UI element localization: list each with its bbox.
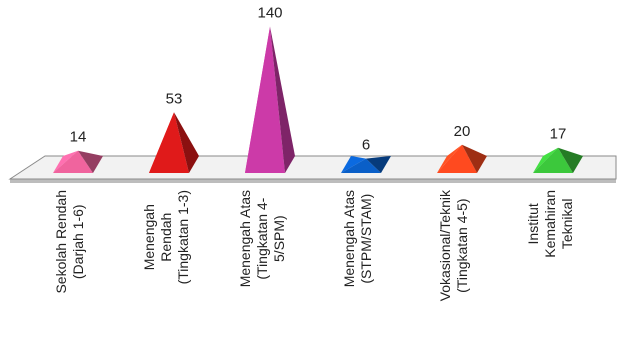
category-label-line: Menengah Atas bbox=[237, 190, 253, 287]
pyramid-front-face bbox=[437, 144, 477, 173]
pyramid-right-face bbox=[558, 147, 583, 173]
category-label-line: (Darjah 1-6) bbox=[70, 204, 86, 279]
category-label-line: Menengah bbox=[141, 204, 157, 270]
pyramid-right-face bbox=[366, 156, 391, 173]
category-label-line: (Tingkatan 4-5) bbox=[454, 198, 470, 292]
pyramid-front-face bbox=[245, 26, 285, 173]
category-label-line: Sekolah Rendah bbox=[53, 190, 69, 294]
value-label: 20 bbox=[454, 123, 471, 140]
category-labels: Sekolah Rendah(Darjah 1-6) MenengahRendah… bbox=[53, 189, 575, 301]
category-label-line: Rendah bbox=[158, 213, 174, 262]
category-label-line: 5/SPM) bbox=[271, 215, 287, 262]
pyramid-right-face bbox=[270, 26, 295, 173]
value-label: 140 bbox=[257, 5, 282, 22]
pyramid-mark bbox=[149, 112, 199, 173]
category-label-line: (Tingkatan 4- bbox=[254, 197, 270, 279]
value-label: 17 bbox=[550, 126, 567, 143]
value-label: 53 bbox=[166, 90, 183, 107]
category-label-line: Menengah Atas bbox=[341, 190, 357, 287]
pyramid-mark bbox=[533, 147, 583, 173]
category-label: InstitutKemahiranTeknikal bbox=[525, 190, 575, 258]
category-label: Sekolah Rendah(Darjah 1-6) bbox=[53, 190, 86, 294]
pyramid-series bbox=[53, 26, 583, 173]
pyramid-front-face bbox=[533, 147, 573, 173]
category-label-line: (STPM/STAM) bbox=[358, 194, 374, 284]
category-label: MenengahRendah(Tingkatan 1-3) bbox=[141, 190, 191, 284]
value-label: 14 bbox=[70, 129, 87, 146]
pyramid-right-face bbox=[174, 112, 199, 173]
pyramid-front-face bbox=[149, 112, 189, 173]
value-labels: 14 53 140 6 20 17 bbox=[70, 5, 567, 154]
pyramid-mark bbox=[341, 156, 391, 173]
category-label-line: Vokasional/Teknik bbox=[437, 189, 453, 301]
pyramid-front-face bbox=[53, 150, 93, 173]
chart-floor bbox=[8, 155, 617, 183]
pyramid-mark bbox=[245, 26, 295, 173]
value-label: 6 bbox=[362, 137, 370, 154]
pyramid-mark bbox=[437, 144, 487, 173]
pyramid-left-face bbox=[437, 144, 462, 173]
category-label-line: Institut bbox=[525, 203, 541, 244]
pyramid-left-face bbox=[53, 150, 78, 173]
pyramid-right-face bbox=[462, 144, 487, 173]
pyramid-mark bbox=[53, 150, 103, 173]
category-label: Menengah Atas(STPM/STAM) bbox=[341, 190, 374, 287]
category-label-line: Kemahiran bbox=[542, 190, 558, 258]
category-label-line: Teknikal bbox=[559, 199, 575, 250]
category-label: Menengah Atas(Tingkatan 4-5/SPM) bbox=[237, 190, 287, 287]
pyramid-left-face bbox=[341, 156, 366, 173]
pyramid-front-face bbox=[341, 158, 381, 173]
category-label-line: (Tingkatan 1-3) bbox=[175, 190, 191, 284]
category-label: Vokasional/Teknik(Tingkatan 4-5) bbox=[437, 189, 470, 301]
pyramid-right-face bbox=[78, 150, 103, 173]
